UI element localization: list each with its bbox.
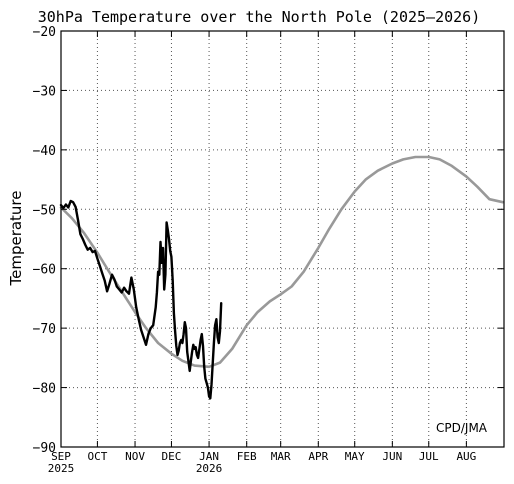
x-tick-label: MAY [345, 450, 365, 463]
y-tick-label: −30 [33, 84, 56, 99]
credit-label: CPD/JMA [436, 421, 488, 435]
x-tick-label: JAN [199, 450, 219, 463]
x-tick-label: JUN [382, 450, 402, 463]
x-tick-label: JUL [419, 450, 439, 463]
x-tick-label: OCT [87, 450, 107, 463]
x-tick-label: NOV [125, 450, 145, 463]
axis-ticks [60, 30, 504, 448]
y-tick-label: −60 [33, 263, 56, 278]
y-tick-label: −40 [33, 144, 56, 159]
x-tick-label: SEP [51, 450, 71, 463]
x-year-label: 2026 [196, 462, 223, 475]
y-tick-label: −80 [33, 382, 56, 397]
y-axis-title: Temperature [7, 190, 25, 286]
series-layer [59, 155, 505, 400]
y-tick-label: −50 [33, 203, 56, 218]
x-tick-label: AUG [456, 450, 476, 463]
y-tick-label: −70 [33, 322, 56, 337]
x-year-label: 2025 [48, 462, 75, 475]
chart-title: 30hPa Temperature over the North Pole (2… [38, 8, 481, 26]
climatology-line [59, 155, 505, 369]
gridlines [61, 31, 504, 447]
observed-temperature-line [59, 199, 223, 400]
x-tick-label: FEB [237, 450, 257, 463]
x-tick-label: APR [308, 450, 328, 463]
x-tick-label: MAR [271, 450, 291, 463]
x-tick-label: DEC [162, 450, 182, 463]
y-tick-label: −20 [33, 25, 56, 40]
plot-frame [60, 30, 505, 448]
y-tick-label: −90 [33, 441, 56, 456]
